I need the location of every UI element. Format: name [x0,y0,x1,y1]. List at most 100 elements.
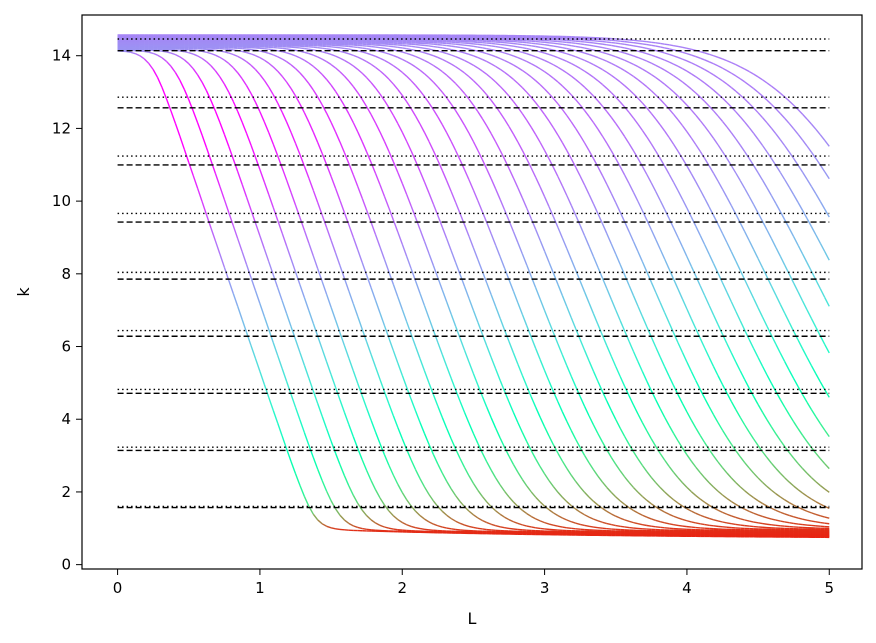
curve-segment [317,142,323,154]
curve-segment [806,510,812,514]
y-tick-label: 12 [52,119,71,137]
curve-segment [557,515,563,519]
curve-segment [383,100,390,109]
curve-segment [620,42,625,46]
curve-segment [388,271,395,285]
curve-segment [299,47,305,50]
curve-segment [263,181,270,196]
curve-segment [579,511,585,516]
curve-segment [740,524,745,527]
curve-segment [446,74,452,80]
curve-segment [633,45,639,48]
curve-segment [441,226,448,240]
curve-segment [601,441,608,451]
curve-segment [588,73,594,78]
curve-segment [584,86,590,92]
curve-segment [597,42,603,45]
curve-segment [539,84,546,90]
curve-segment [468,62,474,66]
curve-segment [508,75,514,80]
curve-segment [659,356,666,368]
curve-segment [490,99,497,107]
curve-segment [775,203,781,212]
curve-segment [655,118,661,126]
curve-segment [566,60,572,65]
curve-segment [739,456,746,464]
curve-segment [495,510,501,515]
curve-segment [641,210,648,221]
curve-segment [691,54,697,58]
curve-segment [406,449,412,461]
curve-segment [397,518,403,524]
curve-segment [321,214,328,228]
curve-segment [335,55,341,59]
curve-segment [526,385,532,398]
curve-segment [713,74,719,79]
curve-segment [442,47,447,50]
curve-segment [784,179,790,188]
curve-segment [771,489,777,495]
curve-segment [811,520,817,523]
curve-segment [695,466,701,474]
curve-segment [219,56,225,61]
curve-segment [575,481,581,488]
curve-segment [633,521,639,525]
curve-segment [633,41,639,44]
curve-segment [797,291,804,302]
curve-segment [499,46,505,49]
curve-segment [477,150,483,160]
curve-segment [553,512,559,517]
x-tick-label: 2 [397,579,407,597]
curve-segment [633,509,639,514]
curve-segment [659,509,666,513]
curve-segment [535,45,541,48]
curve-segment [459,57,465,62]
curve-segment [419,527,425,531]
curve-segment [419,90,426,98]
curve-segment [241,319,248,333]
curve-segment [170,110,177,124]
curve-segment [770,127,777,135]
curve-segment [735,361,741,372]
curve-segment [566,53,572,56]
curve-segment [374,122,381,133]
curve-segment [285,381,292,395]
curve-segment [788,414,795,423]
curve-segment [557,43,563,46]
curve-segment [472,80,479,86]
curve-segment [602,507,608,512]
curve-segment [526,44,532,47]
curve-segment [628,482,635,489]
curve-segment [633,75,639,81]
curve-segment [392,350,399,364]
curve-segment [739,222,746,232]
curve-segment [761,145,768,153]
curve-segment [726,472,732,479]
curve-segment [535,496,541,503]
curve-segment [468,475,475,484]
curve-segment [290,326,297,340]
curve-segment [628,395,635,406]
curve-segment [512,412,519,423]
curve-segment [517,302,524,315]
curve-segment [819,134,826,141]
curve-segment [197,74,203,83]
curve-segment [477,443,483,454]
curve-segment [490,178,497,190]
curve-segment [326,61,332,66]
curve-segment [490,357,497,370]
curve-segment [303,112,310,123]
curve-segment [477,527,483,530]
curve-segment [628,44,634,47]
curve-segment [428,48,434,51]
curve-segment [753,521,759,524]
curve-segment [557,66,563,71]
curve-segment [588,245,595,258]
curve-segment [428,141,435,151]
curve-segment [442,44,447,47]
curve-segment [708,206,715,216]
curve-segment [512,133,519,143]
curve-segment [526,91,532,98]
curve-segment [232,101,239,112]
curve-segment [370,162,377,174]
